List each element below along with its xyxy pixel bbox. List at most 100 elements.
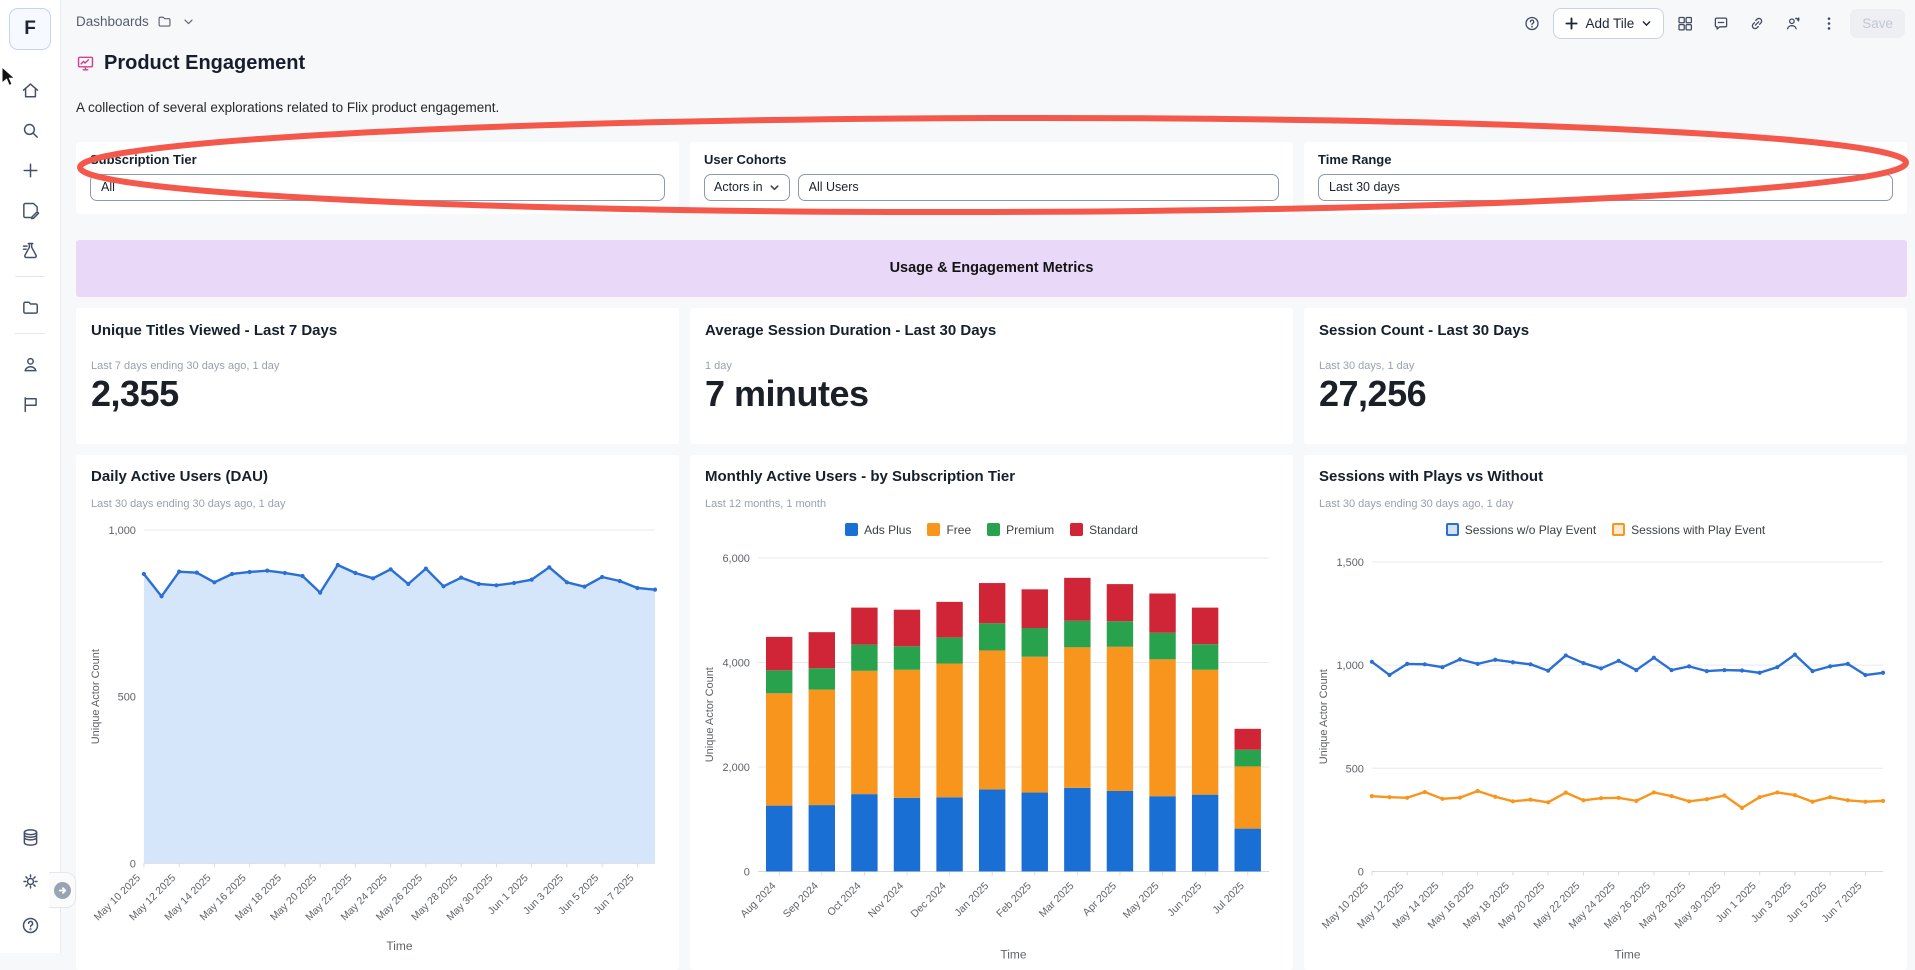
dau-area-chart[interactable]: 05001,000Unique Actor CountTimeMay 10 20… xyxy=(88,516,667,955)
svg-text:Mar 2025: Mar 2025 xyxy=(1037,880,1076,919)
kpi-caption: Last 30 days, 1 day xyxy=(1319,360,1892,372)
sidebar-search-button[interactable] xyxy=(12,112,48,148)
chart-tile-sessions-plays: Sessions with Plays vs Without Last 30 d… xyxy=(1304,455,1907,970)
folder-icon xyxy=(20,297,41,318)
chevron-down-icon xyxy=(769,182,780,193)
save-button[interactable]: Save xyxy=(1850,9,1905,38)
filters-row: Subscription Tier User Cohorts Actors in… xyxy=(76,142,1907,214)
kpi-value: 27,256 xyxy=(1319,373,1892,415)
plus-icon xyxy=(1565,17,1578,30)
chart-tile-daily-active-users: Daily Active Users (DAU) Last 30 days en… xyxy=(76,455,679,970)
sidebar-collapse-button[interactable] xyxy=(49,872,76,908)
filter-user-cohorts: User Cohorts Actors in xyxy=(690,142,1293,214)
legend-label: Premium xyxy=(1006,523,1054,537)
add-tile-button[interactable]: Add Tile xyxy=(1553,8,1664,39)
toolbar-help-button[interactable] xyxy=(1517,9,1547,39)
page-description: A collection of several explorations rel… xyxy=(76,100,1907,115)
page-title: Product Engagement xyxy=(104,52,305,75)
cohort-operator-select[interactable]: Actors in xyxy=(704,174,790,201)
breadcrumb-dashboards-link[interactable]: Dashboards xyxy=(76,14,149,29)
sidebar-projects-button[interactable] xyxy=(12,192,48,228)
help-circle-icon xyxy=(1523,14,1541,33)
chart-caption: Last 30 days ending 30 days ago, 1 day xyxy=(88,498,667,510)
sessions-line-chart[interactable]: 05001,0001,500Unique Actor CountTimeMay … xyxy=(1316,548,1895,963)
sidebar-users-button[interactable] xyxy=(12,346,48,382)
filter-label: User Cohorts xyxy=(704,152,1279,167)
collapse-sidebar-arrow-icon xyxy=(54,882,71,899)
svg-text:500: 500 xyxy=(118,691,136,703)
toolbar-copy-link-button[interactable] xyxy=(1742,9,1772,39)
mau-stacked-bar-chart[interactable]: 02,0004,0006,000Unique Actor CountTimeAu… xyxy=(702,548,1281,963)
kpi-row: Unique Titles Viewed - Last 7 Days Last … xyxy=(76,308,1907,444)
folder-icon[interactable] xyxy=(156,13,173,30)
svg-text:Nov 2024: Nov 2024 xyxy=(867,880,907,920)
sidebar-home-button[interactable] xyxy=(12,72,48,108)
sidebar-top-group xyxy=(12,68,48,422)
section-banner-title: Usage & Engagement Metrics xyxy=(890,260,1094,276)
svg-text:May 2025: May 2025 xyxy=(1121,880,1161,920)
legend-label: Free xyxy=(946,523,971,537)
sidebar-settings-button[interactable] xyxy=(12,863,48,899)
search-icon xyxy=(20,120,41,141)
sidebar-data-button[interactable] xyxy=(12,819,48,855)
legend-item[interactable]: Sessions with Play Event xyxy=(1612,523,1765,537)
home-icon xyxy=(20,80,41,101)
grid-view-icon xyxy=(1676,14,1694,33)
flag-icon xyxy=(20,394,41,415)
svg-text:Jun 2025: Jun 2025 xyxy=(1166,880,1204,918)
svg-text:Feb 2025: Feb 2025 xyxy=(995,880,1034,919)
sidebar-explorations-button[interactable] xyxy=(12,232,48,268)
charts-row: Daily Active Users (DAU) Last 30 days en… xyxy=(76,455,1907,970)
settings-icon xyxy=(20,871,41,892)
sidebar-feedback-button[interactable] xyxy=(12,386,48,422)
sidebar-help-button[interactable] xyxy=(12,907,48,943)
legend-item[interactable]: Standard xyxy=(1070,523,1138,537)
chart-tile-monthly-active-users: Monthly Active Users - by Subscription T… xyxy=(690,455,1293,970)
subscription-tier-input[interactable] xyxy=(90,174,665,201)
svg-text:Time: Time xyxy=(1000,947,1026,961)
add-tile-label: Add Tile xyxy=(1585,16,1634,31)
sidebar-new-button[interactable] xyxy=(12,152,48,188)
legend-swatch-icon xyxy=(1446,523,1459,536)
toolbar-share-button[interactable] xyxy=(1778,9,1808,39)
toolbar-comments-button[interactable] xyxy=(1706,9,1736,39)
app-logo-button[interactable]: F xyxy=(9,8,51,50)
section-banner: Usage & Engagement Metrics xyxy=(76,240,1907,297)
sidebar-collections-button[interactable] xyxy=(12,289,48,325)
legend-item[interactable]: Sessions w/o Play Event xyxy=(1446,523,1596,537)
chevron-down-icon[interactable] xyxy=(180,13,197,30)
link-icon xyxy=(1748,14,1766,33)
legend-label: Ads Plus xyxy=(864,523,911,537)
kpi-caption: Last 7 days ending 30 days ago, 1 day xyxy=(91,360,664,372)
toolbar-grid-view-button[interactable] xyxy=(1670,9,1700,39)
legend-swatch-icon xyxy=(1612,523,1625,536)
database-icon xyxy=(20,827,41,848)
user-cohorts-input[interactable] xyxy=(798,174,1279,201)
legend-item[interactable]: Premium xyxy=(987,523,1054,537)
help-icon xyxy=(20,915,41,936)
toolbar: Add Tile Save xyxy=(1517,8,1905,39)
filter-subscription-tier: Subscription Tier xyxy=(76,142,679,214)
svg-text:1,000: 1,000 xyxy=(1336,660,1363,672)
time-range-input[interactable] xyxy=(1318,174,1893,201)
app-logo-letter: F xyxy=(24,18,36,40)
top-bar: Dashboards Add Tile xyxy=(76,0,1907,36)
comment-icon xyxy=(1712,14,1730,33)
cohort-operator-value: Actors in xyxy=(714,180,763,194)
legend-swatch-icon xyxy=(987,523,1000,536)
sidebar-divider xyxy=(15,333,45,334)
legend-swatch-icon xyxy=(927,523,940,536)
sidebar: F xyxy=(0,0,61,953)
svg-text:1,000: 1,000 xyxy=(108,525,135,537)
legend-item[interactable]: Ads Plus xyxy=(845,523,911,537)
chevron-down-icon xyxy=(1641,18,1652,29)
sidebar-divider xyxy=(15,276,45,277)
chart-caption: Last 30 days ending 30 days ago, 1 day xyxy=(1316,498,1895,510)
chart-caption: Last 12 months, 1 month xyxy=(702,498,1281,510)
kpi-title: Unique Titles Viewed - Last 7 Days xyxy=(91,322,664,339)
toolbar-more-options-button[interactable] xyxy=(1814,9,1844,39)
svg-text:2,000: 2,000 xyxy=(722,762,749,774)
svg-text:Sep 2024: Sep 2024 xyxy=(781,880,821,920)
chart-legend: Sessions w/o Play Event Sessions with Pla… xyxy=(1316,518,1895,542)
legend-item[interactable]: Free xyxy=(927,523,971,537)
